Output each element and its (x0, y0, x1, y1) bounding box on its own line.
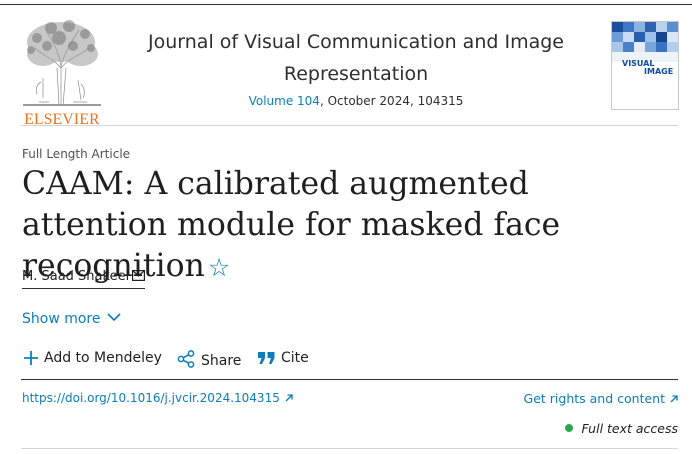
issue-meta: Volume 104, October 2024, 104315 (110, 94, 602, 108)
external-arrow-icon (285, 394, 293, 402)
top-border (0, 4, 692, 5)
access-status: Full text access (565, 421, 678, 436)
chevron-down-icon (106, 313, 121, 322)
journal-info: Journal of Visual Communication and Imag… (110, 26, 602, 108)
author-name: M. Saad Shakeel (22, 269, 130, 284)
elsevier-logo[interactable]: ELSEVIER (21, 18, 103, 128)
cite-button[interactable]: Cite (258, 350, 309, 366)
plus-icon (24, 351, 38, 365)
mendeley-label: Add to Mendeley (44, 350, 162, 366)
cite-label: Cite (281, 350, 309, 366)
share-button[interactable]: Share (177, 350, 241, 369)
access-text: Full text access (581, 421, 678, 436)
article-type: Full Length Article (22, 147, 131, 161)
access-dot-icon (565, 424, 574, 432)
cover-title: VISUAL IMAGE (622, 59, 674, 76)
actions-divider (21, 379, 678, 380)
journal-title-link[interactable]: Journal of Visual Communication and Imag… (148, 31, 564, 85)
header-divider (21, 125, 678, 126)
mail-icon (132, 270, 146, 281)
show-more-button[interactable]: Show more (22, 311, 121, 327)
share-icon (177, 350, 195, 368)
add-to-mendeley-button[interactable]: Add to Mendeley (24, 350, 162, 366)
rights-text: Get rights and content (523, 391, 665, 406)
star-icon[interactable]: ☆ (207, 253, 231, 282)
journal-cover[interactable]: VISUAL IMAGE (611, 21, 679, 110)
show-more-label: Show more (22, 311, 101, 327)
rights-link[interactable]: Get rights and content (524, 391, 678, 406)
elsevier-tree-logo (23, 20, 101, 107)
volume-link[interactable]: Volume 104 (248, 94, 320, 108)
article-title-text: CAAM: A calibrated augmented attention m… (22, 166, 561, 284)
cover-mosaic (612, 22, 678, 62)
external-arrow-icon (670, 395, 678, 403)
share-label: Share (201, 353, 242, 369)
quote-icon (258, 352, 275, 364)
publisher-wordmark: ELSEVIER (24, 111, 100, 128)
doi-link[interactable]: https://doi.org/10.1016/j.jvcir.2024.104… (22, 391, 293, 405)
doi-text: https://doi.org/10.1016/j.jvcir.2024.104… (22, 391, 280, 405)
issue-details: , October 2024, 104315 (319, 94, 464, 108)
author-link[interactable]: M. Saad Shakeel (22, 269, 146, 289)
footer-divider (21, 448, 678, 449)
article-title: CAAM: A calibrated augmented attention m… (22, 164, 662, 288)
